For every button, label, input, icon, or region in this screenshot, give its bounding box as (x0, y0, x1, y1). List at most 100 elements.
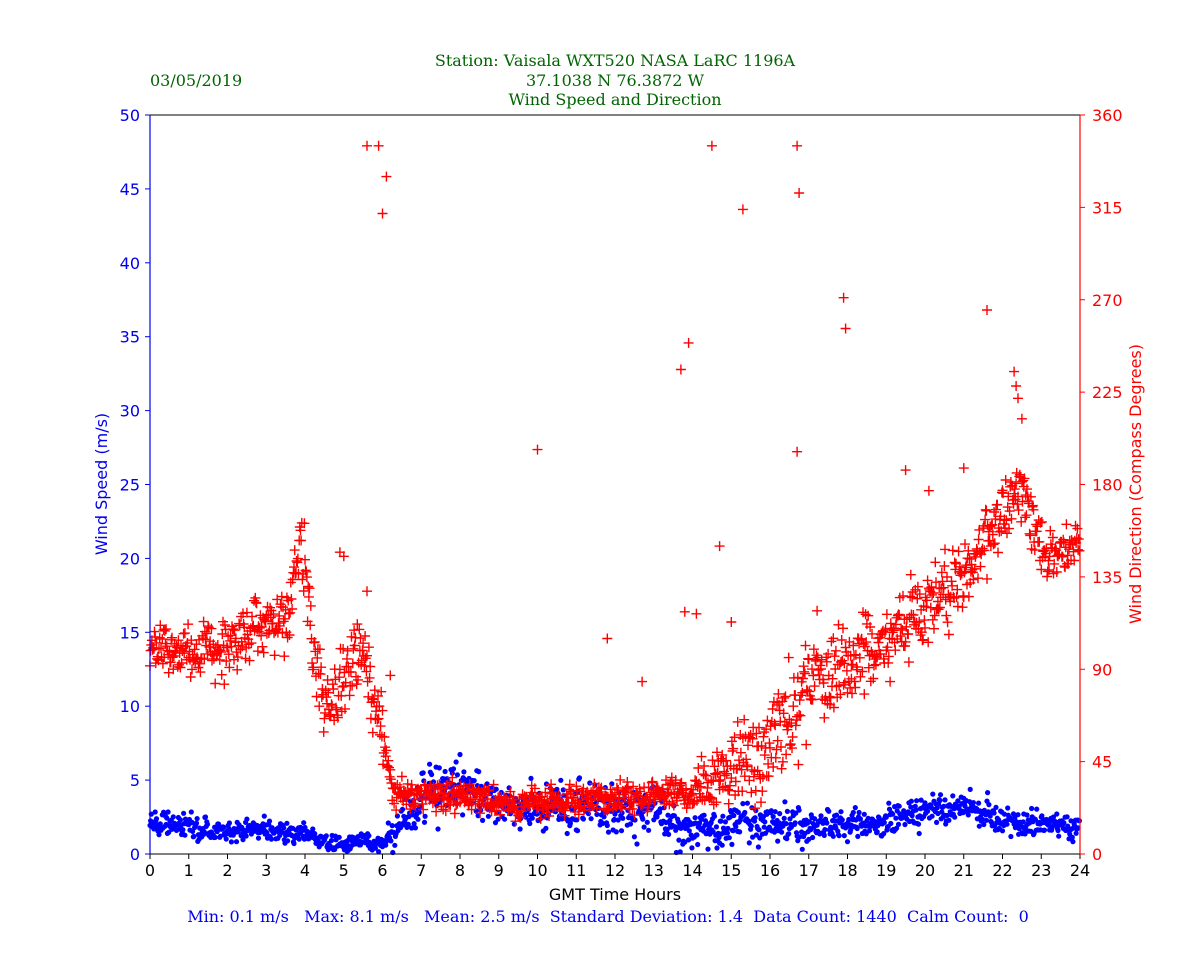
wind-speed-point (323, 833, 329, 839)
wind-direction-point (931, 577, 941, 588)
wind-speed-point (644, 819, 650, 825)
wind-direction-point (509, 798, 520, 809)
wind-speed-point (420, 770, 426, 776)
wind-direction-point (857, 666, 868, 677)
wind-speed-point (567, 820, 574, 827)
wind-speed-point (202, 814, 209, 820)
wind-speed-point (806, 819, 813, 825)
wind-direction-point (728, 743, 739, 754)
wind-speed-point (833, 812, 840, 818)
wind-direction-point (777, 756, 788, 767)
wind-direction-point (765, 742, 775, 753)
x-tick-label: 3 (261, 861, 271, 880)
wind-speed-point (1061, 820, 1067, 826)
wind-speed-point (611, 816, 618, 823)
wind-direction-point (361, 666, 372, 677)
wind-direction-point (342, 645, 353, 656)
wind-direction-point (241, 607, 252, 618)
wind-speed-point (970, 800, 977, 806)
wind-direction-point (772, 697, 783, 708)
wind-speed-point (422, 813, 428, 819)
wind-speed-point (221, 824, 227, 831)
wind-direction-point (841, 665, 852, 676)
wind-direction-point (1025, 530, 1036, 541)
wind-direction-point (389, 798, 400, 809)
wind-speed-point (1012, 815, 1018, 821)
wind-direction-point (667, 797, 678, 808)
wind-speed-point (664, 826, 670, 832)
wind-direction-point (755, 773, 766, 784)
wind-direction-point (385, 764, 396, 775)
wind-speed-point (846, 816, 852, 823)
wind-direction-point (959, 567, 970, 578)
wind-speed-point (409, 825, 415, 831)
wind-direction-point (936, 567, 947, 578)
wind-direction-point (198, 616, 209, 627)
wind-direction-point (987, 519, 998, 530)
wind-speed-point (613, 829, 619, 835)
wind-direction-point (381, 745, 392, 756)
wind-speed-point (750, 834, 756, 840)
wind-direction-point (819, 712, 830, 723)
wind-speed-point (854, 825, 860, 832)
wind-speed-point (165, 809, 171, 815)
wind-speed-point (701, 812, 707, 818)
wind-speed-point (676, 837, 682, 843)
wind-speed-point (214, 829, 220, 835)
wind-direction-point (165, 657, 176, 668)
wind-speed-point (748, 823, 754, 829)
wind-direction-point (665, 778, 676, 789)
wind-speed-point (268, 836, 274, 842)
wind-direction-point (977, 543, 988, 554)
wind-direction-point (922, 575, 933, 586)
wind-direction-point (175, 662, 186, 673)
wind-speed-point (915, 821, 922, 827)
wind-speed-point (601, 814, 607, 820)
wind-direction-point (812, 605, 823, 616)
wind-direction-point (201, 628, 212, 639)
wind-direction-point (933, 604, 944, 615)
wind-speed-point (908, 804, 914, 810)
wind-direction-point (956, 568, 967, 579)
wind-speed-point (946, 817, 952, 823)
wind-speed-point (243, 833, 249, 839)
right-tick-label: 225 (1092, 383, 1123, 402)
wind-direction-point (256, 622, 267, 632)
wind-direction-point (780, 691, 791, 702)
wind-speed-point (476, 769, 482, 775)
wind-direction-point (296, 535, 307, 546)
wind-direction-point (794, 695, 805, 706)
wind-direction-point (800, 640, 811, 651)
wind-direction-point (714, 541, 725, 552)
wind-speed-point (784, 836, 790, 842)
wind-speed-point (976, 800, 982, 806)
wind-direction-point (1031, 526, 1042, 537)
wind-speed-point (768, 808, 774, 814)
wind-speed-point (605, 829, 612, 835)
x-tick-label: 11 (566, 861, 586, 880)
wind-direction-point (679, 606, 690, 617)
wind-speed-point (796, 807, 802, 813)
wind-speed-point (852, 805, 858, 811)
wind-direction-point (268, 609, 279, 620)
wind-direction-point (838, 679, 849, 690)
wind-speed-point (689, 845, 695, 851)
wind-direction-point (858, 607, 868, 618)
wind-direction-point (229, 625, 240, 636)
wind-speed-point (204, 821, 211, 827)
wind-speed-point (543, 825, 549, 831)
wind-direction-point (963, 545, 974, 556)
wind-direction-point (859, 641, 870, 652)
wind-direction-point (340, 703, 350, 714)
wind-direction-point (792, 140, 803, 151)
wind-direction-point (1057, 551, 1068, 562)
wind-direction-point (691, 776, 702, 787)
wind-direction-point (907, 587, 918, 597)
wind-direction-point (295, 525, 306, 536)
wind-direction-point (914, 616, 925, 627)
wind-direction-point (332, 712, 343, 723)
wind-direction-point (838, 623, 848, 634)
wind-direction-point (988, 539, 999, 550)
wind-speed-point (937, 797, 943, 804)
wind-direction-point (158, 624, 169, 635)
